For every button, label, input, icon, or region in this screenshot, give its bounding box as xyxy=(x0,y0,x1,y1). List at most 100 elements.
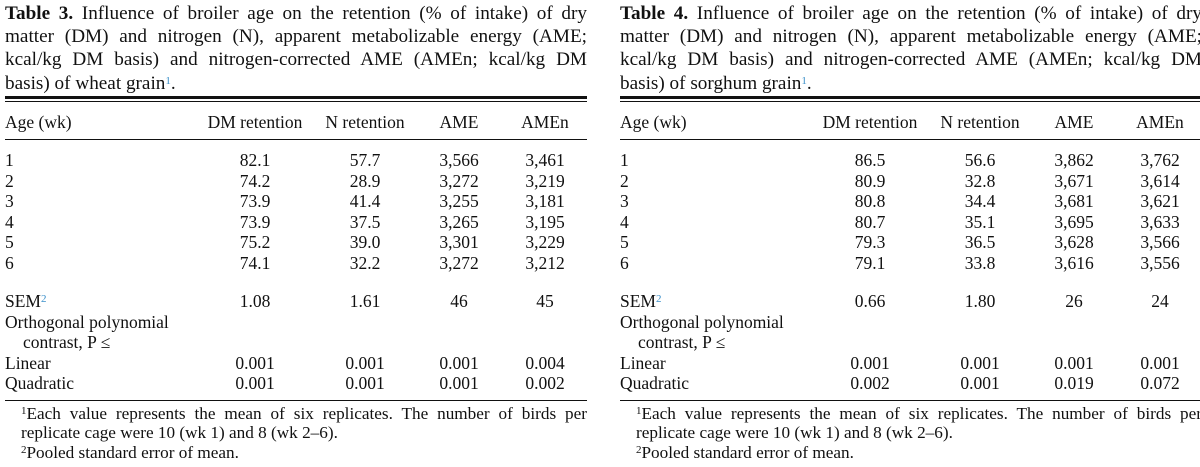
table-label: Table 3. xyxy=(5,3,74,24)
sem-value: 46 xyxy=(450,291,468,311)
footnote-2-marker: 2 xyxy=(636,443,642,456)
header-age: Age (wk) xyxy=(620,111,687,132)
cell-amen: 3,566 xyxy=(1140,232,1180,252)
sem-value: 45 xyxy=(536,291,554,311)
cell-ame: 3,272 xyxy=(439,170,479,191)
linear-value: 0.001 xyxy=(960,352,1000,373)
header-dm-retention: DM retention xyxy=(822,111,918,132)
cell-n-retention: 35.1 xyxy=(964,211,996,232)
sem-value: 1.80 xyxy=(964,291,996,311)
quadratic-value: 0.001 xyxy=(439,373,479,393)
cell-amen: 3,195 xyxy=(525,211,565,232)
table-4: Table 4. Influence of broiler age on the… xyxy=(620,0,1200,462)
sem-value: 26 xyxy=(1065,291,1083,311)
quadratic-value: 0.002 xyxy=(525,373,565,393)
linear-value: 0.001 xyxy=(850,352,890,373)
header-n-retention: N retention xyxy=(940,111,1020,132)
cell-age: 4 xyxy=(5,211,14,232)
sem-value: 24 xyxy=(1151,291,1169,311)
top-rule-thin xyxy=(5,101,587,102)
header-row: Age (wk) DM retention N retention AME AM… xyxy=(5,102,587,139)
cell-dm-retention: 74.2 xyxy=(239,170,271,191)
sem-value: 1.61 xyxy=(349,291,381,311)
table-3: Table 3. Influence of broiler age on the… xyxy=(5,0,587,462)
cell-dm-retention: 74.1 xyxy=(239,252,271,273)
footnote-1: 1Each value represents the mean of six r… xyxy=(5,404,587,443)
contrast-label-row-1: Orthogonal polynomial xyxy=(620,312,1200,333)
cell-ame: 3,862 xyxy=(1054,150,1094,170)
table-label: Table 4. xyxy=(620,3,689,24)
table-row: 4 80.7 35.1 3,695 3,633 xyxy=(620,212,1200,233)
caption-text: Influence of broiler age on the retentio… xyxy=(620,3,1200,94)
cell-amen: 3,212 xyxy=(525,252,565,273)
cell-n-retention: 28.9 xyxy=(349,170,381,191)
cell-age: 2 xyxy=(620,170,629,191)
quadratic-value: 0.001 xyxy=(345,373,385,393)
data-table: Age (wk) DM retention N retention AME AM… xyxy=(620,102,1200,394)
sem-footnote-ref[interactable]: 2 xyxy=(655,293,662,305)
table-row: 2 80.9 32.8 3,671 3,614 xyxy=(620,171,1200,192)
linear-value: 0.004 xyxy=(525,352,565,373)
contrast-label-row-2: contrast, P ≤ xyxy=(5,332,587,353)
quadratic-value: 0.002 xyxy=(850,373,890,393)
cell-amen: 3,762 xyxy=(1140,150,1180,170)
header-row: Age (wk) DM retention N retention AME AM… xyxy=(620,102,1200,139)
table-row: 1 82.1 57.7 3,566 3,461 xyxy=(5,150,587,171)
sem-footnote-ref[interactable]: 2 xyxy=(40,293,47,305)
table-caption: Table 4. Influence of broiler age on the… xyxy=(620,2,1200,96)
cell-age: 2 xyxy=(5,170,14,191)
sem-row: SEM2 1.08 1.61 46 45 xyxy=(5,291,587,312)
quadratic-row: Quadratic 0.001 0.001 0.001 0.002 xyxy=(5,373,587,394)
quadratic-value: 0.001 xyxy=(960,373,1000,393)
cell-amen: 3,181 xyxy=(525,191,565,211)
sem-row: SEM2 0.66 1.80 26 24 xyxy=(620,291,1200,312)
linear-value: 0.001 xyxy=(1054,352,1094,373)
sem-value: 0.66 xyxy=(854,291,886,311)
sem-label: SEM2 xyxy=(620,291,662,311)
data-table: Age (wk) DM retention N retention AME AM… xyxy=(5,102,587,394)
header-ame: AME xyxy=(439,111,479,132)
cell-dm-retention: 79.3 xyxy=(854,232,886,252)
caption-footnote-ref[interactable]: 1 xyxy=(801,74,807,87)
footnote-1-text: Each value represents the mean of six re… xyxy=(636,403,1200,443)
cell-age: 3 xyxy=(5,191,14,211)
cell-dm-retention: 80.9 xyxy=(854,170,886,191)
linear-label: Linear xyxy=(620,352,666,373)
cell-n-retention: 57.7 xyxy=(349,150,381,170)
cell-n-retention: 32.2 xyxy=(349,252,381,273)
cell-dm-retention: 86.5 xyxy=(854,150,886,170)
linear-row: Linear 0.001 0.001 0.001 0.001 xyxy=(620,353,1200,374)
table-row: 1 86.5 56.6 3,862 3,762 xyxy=(620,150,1200,171)
cell-ame: 3,255 xyxy=(439,191,479,211)
contrast-label-row-2: contrast, P ≤ xyxy=(620,332,1200,353)
linear-row: Linear 0.001 0.001 0.001 0.004 xyxy=(5,353,587,374)
top-rule xyxy=(620,96,1200,99)
cell-amen: 3,614 xyxy=(1140,170,1180,191)
header-ame: AME xyxy=(1054,111,1094,132)
linear-value: 0.001 xyxy=(235,352,275,373)
header-dm-retention: DM retention xyxy=(207,111,303,132)
cell-age: 4 xyxy=(620,211,629,232)
linear-value: 0.001 xyxy=(439,352,479,373)
cell-dm-retention: 82.1 xyxy=(239,150,271,170)
header-age: Age (wk) xyxy=(5,111,72,132)
caption-footnote-ref[interactable]: 1 xyxy=(165,74,171,87)
cell-n-retention: 37.5 xyxy=(349,211,381,232)
cell-n-retention: 33.8 xyxy=(964,252,996,273)
sem-label: SEM2 xyxy=(5,291,47,311)
quadratic-row: Quadratic 0.002 0.001 0.019 0.072 xyxy=(620,373,1200,394)
cell-amen: 3,461 xyxy=(525,150,565,170)
footnote-1-marker: 1 xyxy=(21,404,27,417)
cell-dm-retention: 80.8 xyxy=(854,191,886,211)
cell-ame: 3,301 xyxy=(439,232,479,252)
cell-age: 5 xyxy=(620,232,629,252)
table-row: 6 74.1 32.2 3,272 3,212 xyxy=(5,253,587,274)
quadratic-value: 0.072 xyxy=(1140,373,1180,393)
table-row: 3 73.9 41.4 3,255 3,181 xyxy=(5,191,587,212)
cell-amen: 3,621 xyxy=(1140,191,1180,211)
footnote-2-text: Pooled standard error of mean. xyxy=(26,442,239,462)
cell-dm-retention: 79.1 xyxy=(854,252,886,273)
cell-age: 6 xyxy=(620,252,629,273)
cell-ame: 3,265 xyxy=(439,211,479,232)
footnote-1-text: Each value represents the mean of six re… xyxy=(21,403,587,443)
